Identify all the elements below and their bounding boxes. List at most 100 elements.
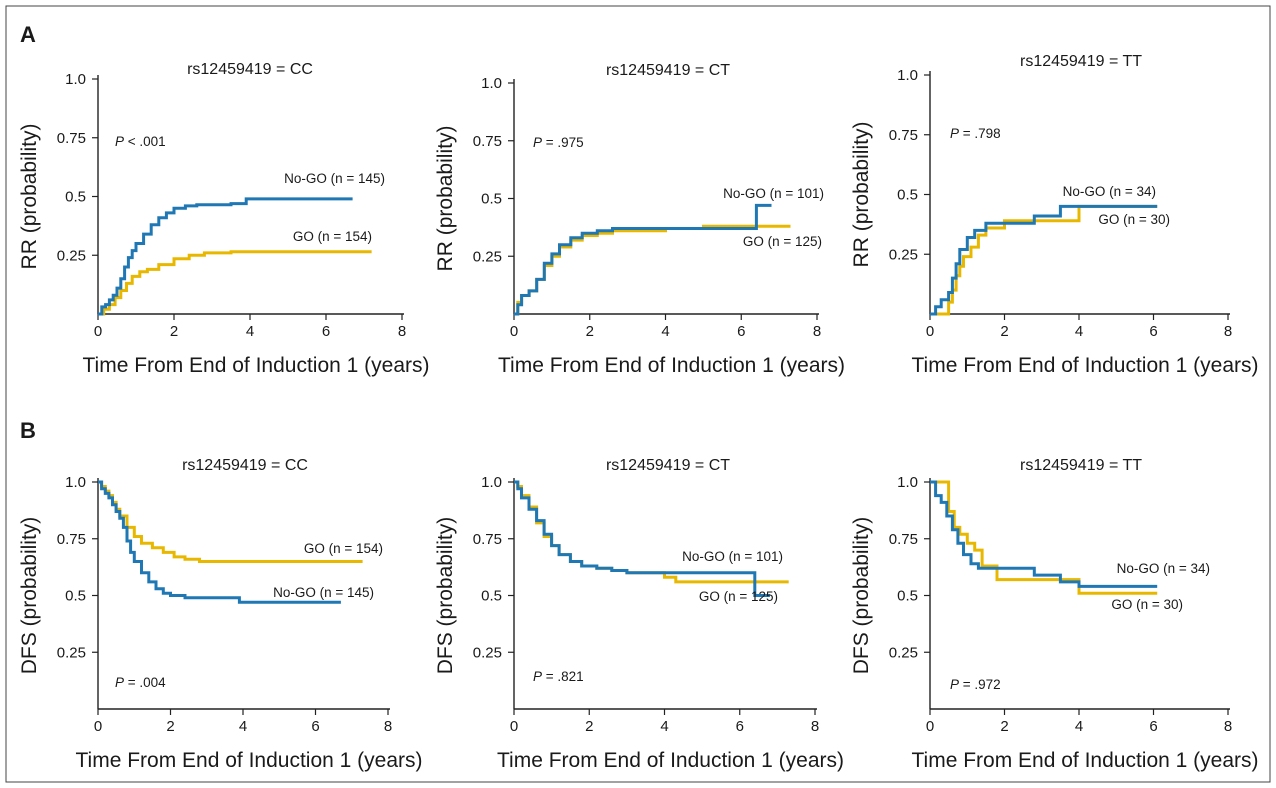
x-tick-label: 4 (239, 718, 247, 735)
figure-frame (5, 5, 1271, 783)
y-tick-label: 0.75 (57, 130, 86, 147)
x-axis-label: Time From End of Induction 1 (years) (75, 749, 422, 772)
x-tick-label: 2 (586, 323, 594, 340)
x-tick-label: 0 (94, 323, 102, 340)
series-label-go: GO (n = 154) (293, 229, 372, 244)
y-axis-label: DFS (probability) (18, 517, 41, 675)
y-tick-label: 1.0 (897, 67, 918, 84)
y-tick-label: 0.25 (889, 644, 918, 661)
p-symbol: P (115, 134, 124, 149)
p-value: P = .972 (950, 677, 1001, 692)
p-symbol: P (533, 135, 542, 150)
x-tick-label: 4 (661, 323, 669, 340)
y-tick-label: 1.0 (897, 474, 918, 491)
x-axis-label: Time From End of Induction 1 (years) (498, 354, 845, 377)
p-value: P = .004 (115, 675, 166, 690)
y-tick-label: 0.5 (65, 588, 86, 605)
y-tick-label: 0.75 (473, 531, 502, 548)
x-tick-label: 6 (311, 718, 319, 735)
x-axis-label: Time From End of Induction 1 (years) (911, 354, 1258, 377)
p-value-text: = .821 (542, 669, 584, 684)
p-value-text: < .001 (124, 134, 166, 149)
y-axis-label: RR (probability) (18, 124, 41, 270)
series-label-no-go: No-GO (n = 145) (273, 585, 374, 600)
y-tick-label: 0.5 (897, 588, 918, 605)
panel-b3: 0.25 0.5 0.75 1.0 0 2 4 6 8 rs12459419 = TT Time F… (850, 457, 1259, 772)
p-value: P < .001 (115, 134, 166, 149)
y-tick-label: 0.5 (481, 191, 502, 208)
series-label-go: GO (n = 154) (304, 541, 383, 556)
panel-a3: 0.25 0.5 0.75 1.0 0 2 4 6 8 rs12459419 = TT Time F… (850, 53, 1259, 377)
km-curve-go (930, 480, 1158, 595)
km-curve-go (930, 204, 1158, 316)
plot-title: rs12459419 = TT (1020, 457, 1142, 474)
x-tick-label: 6 (737, 323, 745, 340)
plot-title: rs12459419 = CC (182, 457, 308, 474)
y-tick-label: 0.25 (57, 644, 86, 661)
plot-title: rs12459419 = CT (606, 62, 730, 79)
y-tick-label: 0.5 (65, 189, 86, 206)
x-tick-label: 0 (926, 718, 934, 735)
y-tick-label: 0.5 (897, 187, 918, 204)
series-label-go: GO (n = 30) (1098, 212, 1170, 227)
y-axis-label: RR (probability) (850, 122, 873, 268)
km-curve-no-go (514, 480, 770, 597)
x-tick-label: 8 (398, 323, 406, 340)
p-value: P = .975 (533, 135, 584, 150)
y-axis-label: RR (probability) (434, 126, 457, 272)
panel-b2: 0.25 0.5 0.75 1.0 0 2 4 6 8 rs12459419 = CT Time F… (434, 457, 844, 772)
p-value-text: = .798 (959, 126, 1001, 141)
y-tick-label: 0.75 (57, 531, 86, 548)
x-tick-label: 8 (811, 718, 819, 735)
km-curve-no-go (514, 203, 772, 316)
x-tick-label: 8 (1224, 323, 1232, 340)
p-value: P = .821 (533, 669, 584, 684)
x-tick-label: 6 (1149, 323, 1157, 340)
series-label-no-go: No-GO (n = 101) (723, 186, 824, 201)
panel-label-b: B (20, 418, 36, 443)
panel-a1: 0.25 0.5 0.75 1.0 0 2 4 6 8 rs12459419 = CC Time F… (18, 61, 430, 377)
x-tick-label: 0 (94, 718, 102, 735)
p-symbol: P (950, 677, 959, 692)
series-label-go: GO (n = 30) (1111, 597, 1183, 612)
panel-label-a: A (20, 22, 36, 47)
x-tick-label: 6 (1149, 718, 1157, 735)
plot-title: rs12459419 = CC (187, 61, 313, 78)
p-value-text: = .972 (959, 677, 1001, 692)
x-axis-label: Time From End of Induction 1 (years) (911, 749, 1258, 772)
x-tick-label: 2 (170, 323, 178, 340)
y-tick-label: 0.25 (473, 644, 502, 661)
p-symbol: P (115, 675, 124, 690)
series-label-go: GO (n = 125) (699, 589, 778, 604)
plot-title: rs12459419 = TT (1020, 53, 1142, 70)
x-tick-label: 4 (246, 323, 254, 340)
km-curve-no-go (98, 197, 353, 316)
y-tick-label: 0.25 (57, 247, 86, 264)
y-tick-label: 0.25 (473, 248, 502, 265)
plot-title: rs12459419 = CT (606, 457, 730, 474)
km-curve-no-go (930, 204, 1158, 316)
km-curve-go (98, 480, 363, 563)
x-tick-label: 8 (384, 718, 392, 735)
y-tick-label: 1.0 (481, 474, 502, 491)
km-curve-no-go (930, 480, 1158, 588)
x-tick-label: 6 (322, 323, 330, 340)
km-curve-go (98, 250, 372, 316)
x-tick-label: 2 (1000, 718, 1008, 735)
panel-b1: 0.25 0.5 0.75 1.0 0 2 4 6 8 rs12459419 = CC Time F… (18, 457, 423, 772)
km-curve-go (514, 480, 789, 584)
x-tick-label: 8 (1224, 718, 1232, 735)
x-tick-label: 0 (926, 323, 934, 340)
x-axis-label: Time From End of Induction 1 (years) (497, 749, 844, 772)
y-tick-label: 0.25 (889, 246, 918, 263)
x-tick-label: 0 (510, 323, 518, 340)
x-tick-label: 4 (1075, 323, 1083, 340)
series-label-go: GO (n = 125) (743, 234, 822, 249)
km-curve-no-go (98, 480, 341, 604)
series-label-no-go: No-GO (n = 145) (284, 171, 385, 186)
y-tick-label: 1.0 (481, 75, 502, 92)
y-tick-label: 0.75 (473, 133, 502, 150)
x-tick-label: 4 (1075, 718, 1083, 735)
p-value-text: = .004 (124, 675, 166, 690)
